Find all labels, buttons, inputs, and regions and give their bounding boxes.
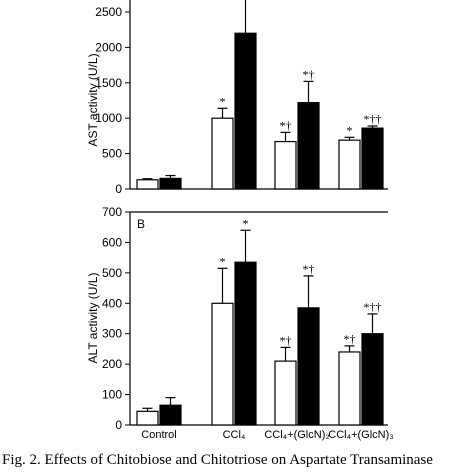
- panel1-y-tick-label: 1000: [95, 111, 122, 125]
- panel2-y-tick-label: 300: [102, 327, 122, 341]
- panel1-significance-mark: *: [347, 123, 353, 137]
- panel1-y-tick-label: 1500: [95, 76, 122, 90]
- panel1-bar: [211, 117, 234, 190]
- panel2-panel-label: B: [137, 217, 145, 231]
- panel2-bar: [361, 333, 384, 426]
- panel2-category-label: CCl₄+(GlcN)₂: [264, 429, 329, 441]
- figure-caption: Fig. 2. Effects of Chitobiose and Chitot…: [2, 452, 433, 468]
- panel1-bar: [297, 102, 320, 190]
- panel1-bar: [136, 179, 159, 190]
- panel2-y-tick-label: 200: [102, 357, 122, 371]
- panel2-bar: [159, 404, 182, 426]
- panel2-y-tick-label: 400: [102, 296, 122, 310]
- panel2-significance-mark: *†: [303, 262, 315, 276]
- panel2-y-tick-label: 600: [102, 235, 122, 249]
- panel1-bar: [338, 139, 361, 190]
- panel2-bar: [234, 261, 257, 426]
- panel1-bar: [159, 177, 182, 190]
- panel2-bar: [297, 307, 320, 426]
- panel2-category-label: CCl₄+(GlcN)₃: [328, 429, 394, 441]
- panel2-category-label: CCl₄: [223, 429, 246, 441]
- panel1-significance-mark: *†: [303, 67, 315, 81]
- panel2-significance-mark: *: [243, 216, 249, 230]
- panel2-y-tick-label: 0: [115, 418, 122, 432]
- panel1-bar: [234, 32, 257, 190]
- panel1-y-tick-label: 0: [115, 182, 122, 196]
- panel2-y-tick-label: 100: [102, 388, 122, 402]
- panel2-y-tick-label: 500: [102, 266, 122, 280]
- panel1-y-axis-label: AST activity (U/L): [86, 53, 100, 146]
- panel2-bar: [211, 302, 234, 426]
- panel2-significance-mark: *††: [364, 300, 382, 314]
- panel2-category-label: Control: [141, 429, 176, 441]
- panel1-y-tick-label: 500: [102, 147, 122, 161]
- panel2-bar: [136, 410, 159, 426]
- panel2-y-tick-label: 700: [102, 205, 122, 219]
- panel1-significance-mark: *††: [364, 112, 382, 126]
- panel1-bar: [274, 140, 297, 190]
- panel2-y-axis-label: ALT activity (U/L): [86, 273, 100, 364]
- panel1-y-tick-label: 2500: [95, 5, 122, 19]
- panel2-significance-mark: *: [220, 254, 226, 268]
- panel2-significance-mark: *†: [280, 333, 292, 347]
- panel2-significance-mark: *†: [344, 332, 356, 346]
- panel1-y-tick-label: 2000: [95, 40, 122, 54]
- panel2-bar: [274, 360, 297, 426]
- panel2-bar: [338, 351, 361, 426]
- panel1-bar: [361, 127, 384, 190]
- panel1-significance-mark: *†: [280, 118, 292, 132]
- panel1-significance-mark: *: [220, 94, 226, 108]
